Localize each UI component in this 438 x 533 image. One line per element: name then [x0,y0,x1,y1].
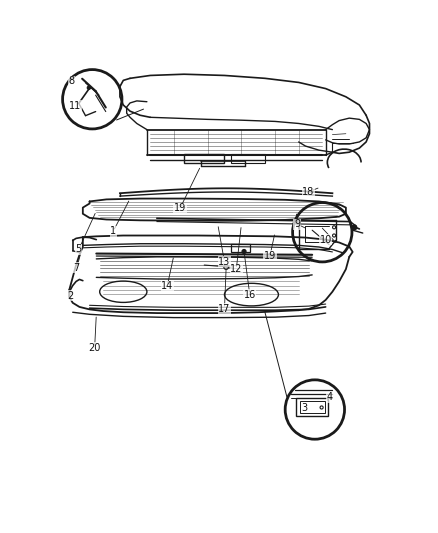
Text: 10: 10 [320,235,332,245]
Bar [297,399,328,416]
Text: 1: 1 [110,227,116,237]
Circle shape [242,249,246,254]
Text: 19: 19 [174,204,186,213]
Text: 13: 13 [219,257,230,267]
Text: 8: 8 [69,76,75,86]
Bar [231,244,250,252]
Text: 3: 3 [302,403,308,413]
Text: 18: 18 [302,187,314,197]
Text: 17: 17 [218,304,231,314]
Text: 2: 2 [67,291,73,301]
Text: 12: 12 [230,264,243,274]
Text: 19: 19 [264,251,276,261]
Text: 20: 20 [88,343,101,353]
Bar [231,154,265,163]
Text: 9: 9 [294,219,300,229]
Text: 5: 5 [76,245,82,254]
Text: 4: 4 [327,392,333,402]
Bar [184,154,224,163]
Circle shape [87,86,90,90]
Text: 14: 14 [161,281,173,292]
Circle shape [352,225,357,230]
Text: 7: 7 [74,263,80,273]
Text: 16: 16 [244,289,256,300]
Bar [300,401,325,413]
Text: 11: 11 [69,101,81,111]
